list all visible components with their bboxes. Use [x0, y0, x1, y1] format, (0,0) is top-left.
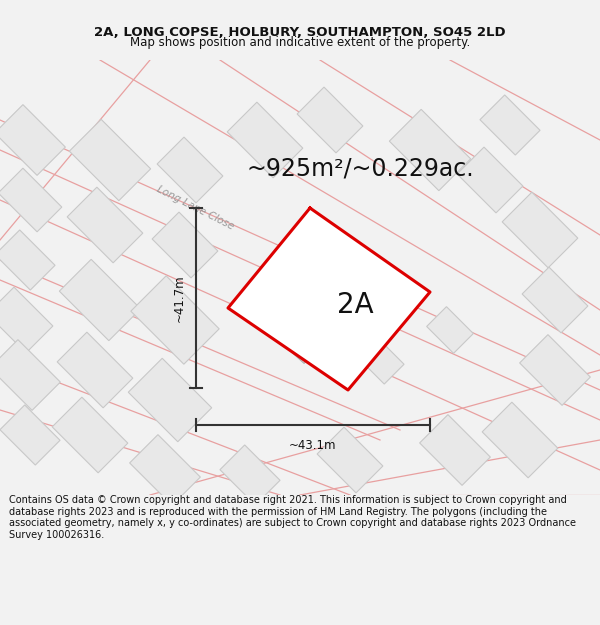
- Polygon shape: [67, 187, 143, 263]
- Text: Long Lane Close: Long Lane Close: [155, 184, 235, 232]
- Polygon shape: [228, 208, 430, 390]
- Polygon shape: [59, 259, 140, 341]
- Polygon shape: [70, 119, 151, 201]
- Text: Map shows position and indicative extent of the property.: Map shows position and indicative extent…: [130, 36, 470, 49]
- Polygon shape: [522, 267, 588, 333]
- Polygon shape: [520, 334, 590, 406]
- Polygon shape: [303, 264, 357, 316]
- Polygon shape: [482, 402, 558, 478]
- Polygon shape: [130, 434, 200, 506]
- Polygon shape: [356, 336, 404, 384]
- Polygon shape: [0, 405, 60, 465]
- Text: 2A, LONG COPSE, HOLBURY, SOUTHAMPTON, SO45 2LD: 2A, LONG COPSE, HOLBURY, SOUTHAMPTON, SO…: [94, 26, 506, 39]
- Polygon shape: [128, 358, 212, 442]
- Text: ~41.7m: ~41.7m: [173, 274, 186, 322]
- Polygon shape: [457, 147, 523, 213]
- Polygon shape: [52, 397, 128, 473]
- Polygon shape: [419, 414, 490, 486]
- Polygon shape: [227, 102, 303, 178]
- Polygon shape: [0, 287, 53, 353]
- Polygon shape: [220, 445, 280, 505]
- Polygon shape: [152, 212, 218, 278]
- Polygon shape: [131, 276, 219, 364]
- Text: 2A: 2A: [337, 291, 373, 319]
- Text: Contains OS data © Crown copyright and database right 2021. This information is : Contains OS data © Crown copyright and d…: [9, 495, 576, 540]
- Polygon shape: [317, 427, 383, 493]
- Polygon shape: [480, 95, 540, 155]
- Text: ~43.1m: ~43.1m: [289, 439, 337, 452]
- Polygon shape: [297, 87, 363, 153]
- Polygon shape: [57, 332, 133, 408]
- Polygon shape: [256, 286, 334, 364]
- Polygon shape: [0, 104, 65, 176]
- Polygon shape: [389, 109, 470, 191]
- Polygon shape: [157, 137, 223, 203]
- Polygon shape: [0, 230, 55, 290]
- Text: ~925m²/~0.229ac.: ~925m²/~0.229ac.: [246, 156, 474, 180]
- Polygon shape: [0, 168, 62, 232]
- Polygon shape: [0, 339, 61, 411]
- Polygon shape: [427, 307, 473, 353]
- Polygon shape: [502, 192, 578, 268]
